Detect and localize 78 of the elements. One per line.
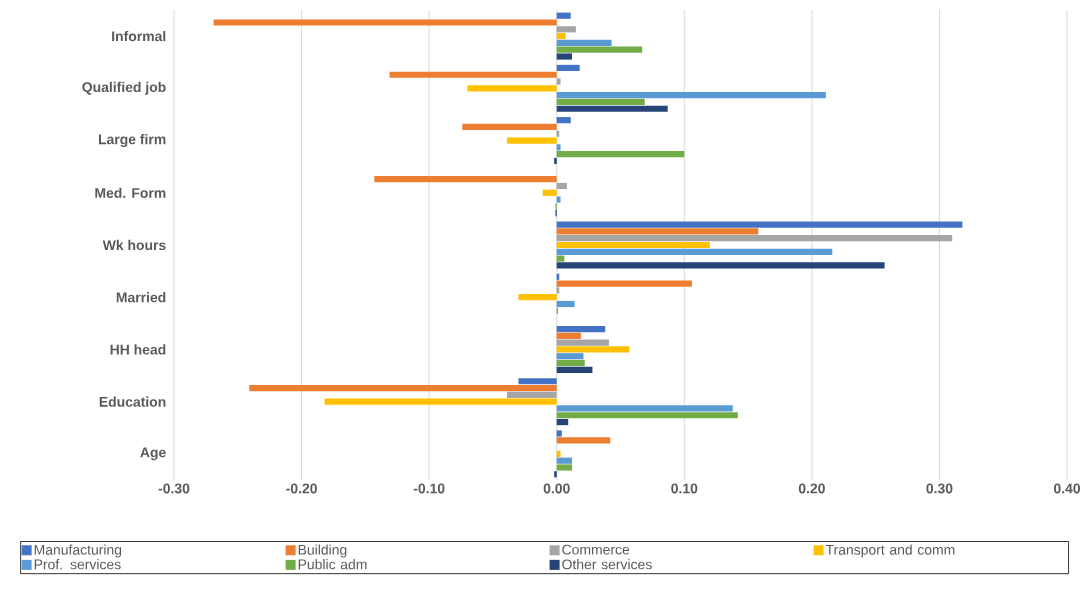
bar bbox=[518, 378, 557, 385]
bar bbox=[556, 12, 571, 19]
legend-label: Transport and comm bbox=[825, 544, 955, 558]
bar bbox=[556, 457, 573, 464]
bar bbox=[556, 221, 963, 228]
bar bbox=[556, 300, 575, 308]
x-tick-label: 0.00 bbox=[543, 483, 570, 494]
bar bbox=[556, 98, 645, 106]
bar bbox=[556, 92, 826, 99]
legend-label: Other services bbox=[562, 559, 652, 570]
bar bbox=[506, 137, 557, 144]
y-tick-label: Education bbox=[99, 396, 166, 407]
y-tick-label: Qualified job bbox=[82, 81, 166, 95]
bar bbox=[556, 228, 759, 235]
bar bbox=[467, 85, 557, 92]
bar bbox=[556, 464, 573, 471]
y-tick-label: Med. Form bbox=[95, 187, 166, 198]
y-tick-label: Married bbox=[116, 292, 166, 303]
bar bbox=[556, 262, 885, 269]
bar bbox=[556, 46, 643, 53]
bar bbox=[542, 189, 557, 196]
bar bbox=[556, 151, 685, 158]
bar bbox=[556, 255, 565, 262]
x-tick-label: 0.30 bbox=[926, 483, 953, 494]
bar bbox=[556, 64, 580, 72]
x-tick-label: 0.40 bbox=[1053, 483, 1080, 494]
bar bbox=[389, 71, 557, 78]
bar bbox=[556, 405, 733, 412]
legend-label: Public adm bbox=[298, 559, 367, 570]
bar bbox=[556, 53, 573, 60]
legend-label: Prof. services bbox=[34, 559, 121, 570]
bar bbox=[249, 384, 557, 392]
bar bbox=[213, 19, 557, 26]
bar bbox=[556, 235, 953, 242]
bar bbox=[374, 176, 557, 183]
bar bbox=[556, 332, 581, 339]
bar bbox=[556, 346, 630, 353]
bar bbox=[556, 339, 610, 346]
bar bbox=[556, 182, 567, 190]
bar bbox=[556, 33, 566, 40]
y-tick-label: Age bbox=[140, 447, 166, 461]
bar bbox=[556, 366, 593, 373]
bar bbox=[556, 450, 561, 457]
x-tick-label: -0.20 bbox=[286, 483, 317, 494]
x-tick-label: 0.10 bbox=[671, 483, 698, 494]
bar bbox=[556, 196, 561, 203]
bar bbox=[506, 391, 557, 398]
bar bbox=[324, 398, 557, 405]
y-tick-label: Informal bbox=[112, 30, 166, 42]
bar bbox=[556, 26, 576, 33]
legend-label: Commerce bbox=[562, 544, 630, 555]
bar bbox=[556, 437, 611, 444]
bar bbox=[556, 105, 668, 112]
y-tick-label: Wk hours bbox=[102, 239, 166, 251]
bar bbox=[554, 157, 557, 165]
bar bbox=[556, 248, 833, 255]
bar bbox=[556, 144, 561, 151]
bar bbox=[556, 325, 606, 333]
bar bbox=[556, 412, 738, 419]
bar bbox=[556, 78, 561, 85]
bar bbox=[556, 241, 710, 249]
bar bbox=[554, 471, 557, 478]
bar bbox=[556, 353, 584, 360]
y-tick-label: HH head bbox=[110, 344, 166, 355]
x-tick-label: -0.10 bbox=[413, 483, 445, 494]
legend-label: Building bbox=[298, 544, 347, 558]
x-tick-label: -0.30 bbox=[158, 483, 190, 494]
y-tick-label: Large firm bbox=[98, 134, 166, 148]
bar bbox=[462, 123, 557, 131]
legend-label: Manufacturing bbox=[34, 544, 122, 558]
x-tick-label: 0.20 bbox=[798, 483, 825, 494]
bar bbox=[556, 418, 569, 426]
bar bbox=[556, 359, 585, 367]
bar bbox=[556, 39, 612, 47]
bar bbox=[518, 294, 557, 301]
bar bbox=[556, 280, 692, 287]
bar bbox=[556, 430, 562, 437]
bar bbox=[556, 117, 571, 124]
